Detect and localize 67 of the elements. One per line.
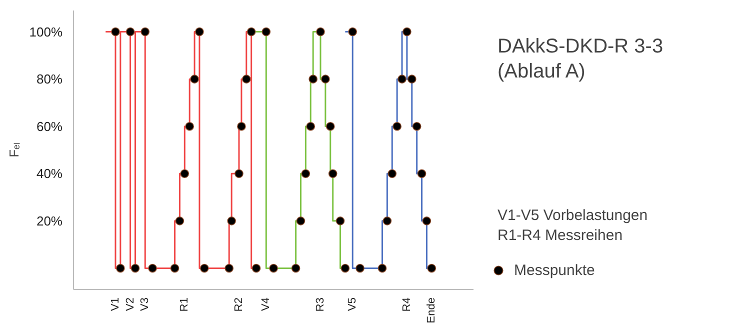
point [326,122,335,131]
point [412,122,422,131]
point [378,264,387,273]
x-tick-label: V2 [124,297,136,311]
point [200,264,209,273]
x-tick-label: R1 [178,298,191,312]
point [356,264,364,273]
point [296,216,306,226]
point [111,27,120,36]
point [180,169,190,178]
x-tick-label: V5 [346,297,359,311]
point [422,216,432,226]
point [388,169,397,178]
x-tick-label: V4 [260,297,272,311]
point [237,122,246,131]
point [336,216,345,226]
point [130,264,140,273]
x-tick-label: R2 [232,298,245,312]
y-tick-label: 100% [29,24,63,40]
point [252,264,261,273]
text: R1-R4 Messreihen [498,227,623,244]
point [398,74,406,84]
y-axis-title: Fₑₗ [6,142,22,158]
x-tick-label: V3 [139,297,152,311]
point [170,264,180,273]
x-tick-label: V1 [109,297,122,311]
text: DAkkS-DKD-R 3-3 [498,36,664,58]
point [402,27,412,36]
x-tick-label: Ende [426,297,438,324]
point [140,27,150,36]
point [116,264,125,273]
point [246,27,256,36]
legend-label: Messpunkte [514,262,595,278]
point [262,27,271,36]
y-tick-label: 80% [36,72,63,87]
point [175,216,184,226]
y-tick-label: 40% [36,166,63,182]
point [224,264,234,273]
point [269,264,278,273]
point [301,169,310,178]
point [306,122,316,131]
x-tick-label: R3 [314,298,326,312]
point [148,264,157,273]
point [321,74,330,84]
point [308,74,318,84]
point [348,27,358,36]
point [427,264,436,273]
point [227,216,236,226]
y-tick-label: 20% [36,213,63,228]
point [242,74,251,84]
point [126,27,135,36]
point [392,122,402,131]
point [328,169,338,178]
text: V1-V5 Vorbelastungen [498,207,648,224]
point [195,27,204,36]
x-tick-label: R4 [400,298,413,312]
point [316,27,325,36]
point [190,74,199,84]
text: (Ablauf A) [498,60,586,82]
point [340,264,350,273]
point [407,74,416,84]
point [382,216,392,226]
point [185,122,194,131]
point [417,169,426,178]
y-tick-label: 60% [36,118,63,134]
point [291,264,300,273]
point [234,169,244,178]
